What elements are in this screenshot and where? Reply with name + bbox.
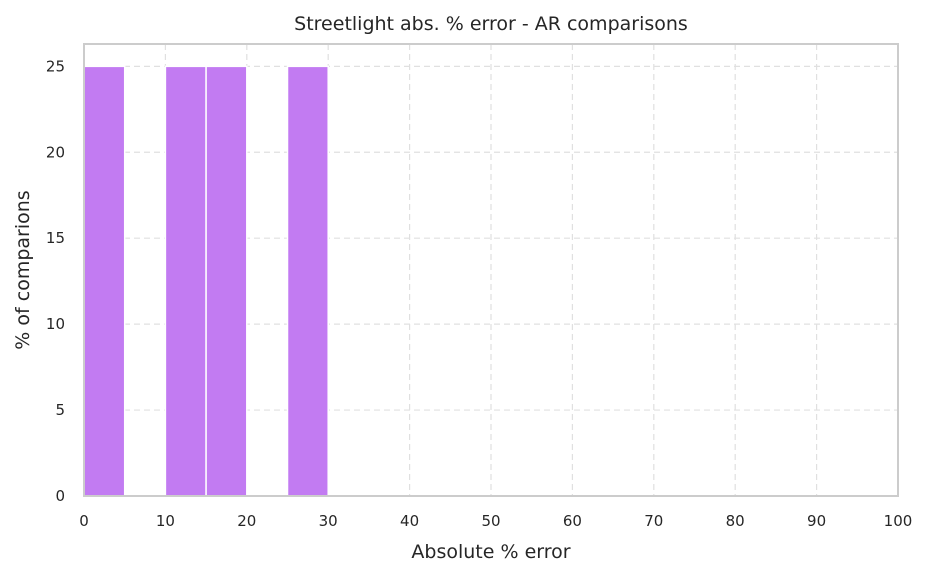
x-tick-label: 0	[79, 512, 89, 530]
y-tick-label: 20	[46, 143, 65, 161]
y-tick-label: 10	[46, 315, 65, 333]
y-tick-label: 25	[46, 57, 65, 75]
plot-frame	[83, 43, 899, 497]
x-axis-label: Absolute % error	[411, 541, 570, 563]
bars	[83, 65, 329, 497]
x-tick-label: 40	[400, 512, 419, 530]
chart-title: Streetlight abs. % error - AR comparison…	[294, 13, 688, 35]
x-tick-label: 10	[156, 512, 175, 530]
y-tick-label: 0	[55, 487, 65, 505]
y-axis-ticks: 0 5 10 15 20 25	[46, 57, 65, 505]
histogram-bar	[286, 65, 329, 497]
x-tick-label: 30	[319, 512, 338, 530]
histogram-bar	[205, 65, 248, 497]
histogram-bar	[164, 65, 207, 497]
x-tick-label: 20	[237, 512, 256, 530]
x-tick-label: 100	[884, 512, 913, 530]
x-tick-label: 50	[481, 512, 500, 530]
x-axis-ticks: 0 10 20 30 40 50 60 70 80 90 100	[79, 512, 912, 530]
x-tick-label: 90	[807, 512, 826, 530]
x-tick-label: 60	[563, 512, 582, 530]
y-axis-label: % of comparions	[12, 190, 34, 349]
histogram-bar	[83, 65, 126, 497]
x-tick-label: 70	[644, 512, 663, 530]
y-tick-label: 5	[55, 401, 65, 419]
x-tick-label: 80	[726, 512, 745, 530]
y-tick-label: 15	[46, 229, 65, 247]
